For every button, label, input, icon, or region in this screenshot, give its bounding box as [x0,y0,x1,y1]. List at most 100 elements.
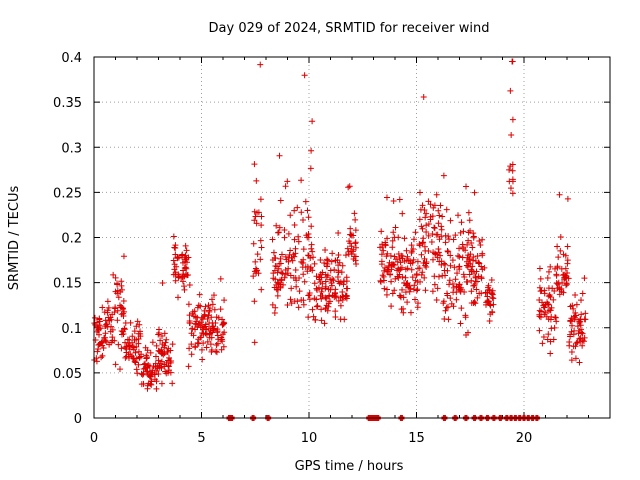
data-point [108,316,115,323]
data-point [389,237,396,244]
data-point [220,343,227,350]
data-point [427,216,434,223]
data-point [278,251,285,258]
data-point [305,214,312,221]
data-point [444,303,451,310]
data-point [550,336,557,343]
data-point [201,311,208,318]
data-point [446,277,453,284]
data-point [271,267,278,274]
data-point [470,230,477,237]
data-point [342,252,349,259]
data-point [104,321,111,328]
data-point [443,304,450,311]
data-point [429,230,436,237]
data-point [308,147,315,154]
data-point [387,252,394,259]
data-point [401,235,408,242]
data-point [144,368,151,375]
data-point [306,289,313,296]
data-point [509,161,516,168]
data-point [564,243,571,250]
data-point [158,364,165,371]
data-point [190,313,197,320]
data-point [468,277,475,284]
data-point [324,257,331,264]
data-point [466,217,473,224]
data-point [101,334,108,341]
data-point [112,288,119,295]
data-point [478,263,485,270]
data-point [157,337,164,344]
data-point [196,291,203,298]
data-point [257,237,264,244]
data-point [337,302,344,309]
y-tick-label: 0.1 [61,322,82,337]
data-point [418,251,425,258]
data-point [181,273,188,280]
x-axis-label: GPS time / hours [295,459,404,474]
data-point [465,237,472,244]
data-point [207,327,214,334]
data-point [147,349,154,356]
data-point [573,301,580,308]
data-point [410,236,417,243]
data-point [202,323,209,330]
data-point [250,273,257,280]
data-point [172,251,179,258]
data-point [283,256,290,263]
data-point [159,333,166,340]
data-point [412,296,419,303]
data-point [440,260,447,267]
data-point [155,330,162,337]
data-point [429,213,436,220]
data-point [552,314,559,321]
data-point [560,289,567,296]
data-point [194,339,201,346]
data-point [416,265,423,272]
data-point [413,272,420,279]
data-point [289,257,296,264]
data-point [252,213,259,220]
data-point [553,280,560,287]
data-point [298,209,305,216]
data-point [443,206,450,213]
data-point [181,283,188,290]
data-point [309,306,316,313]
data-point [123,349,130,356]
data-point [116,302,123,309]
data-point [352,216,359,223]
data-point [509,190,516,197]
data-point [536,265,543,272]
data-point [296,288,303,295]
data-point [307,264,314,271]
grid [94,57,610,418]
data-point [115,341,122,348]
data-point [416,189,423,196]
data-point [421,274,428,281]
data-point [477,241,484,248]
data-point [445,248,452,255]
data-point [304,268,311,275]
data-point [200,330,207,337]
data-point [116,366,123,373]
data-point [391,287,398,294]
y-tick-label: 0.35 [53,96,82,111]
data-point [107,328,114,335]
data-point [275,265,282,272]
data-point [574,338,581,345]
data-point [443,290,450,297]
data-point [392,275,399,282]
data-point [305,314,312,321]
data-point [159,280,166,287]
data-point [453,296,460,303]
data-point [300,256,307,263]
data-point [469,257,476,264]
data-point [447,295,454,302]
data-point [192,320,199,327]
data-point [431,281,438,288]
data-point [298,177,305,184]
data-point [460,228,467,235]
data-point [217,275,224,282]
